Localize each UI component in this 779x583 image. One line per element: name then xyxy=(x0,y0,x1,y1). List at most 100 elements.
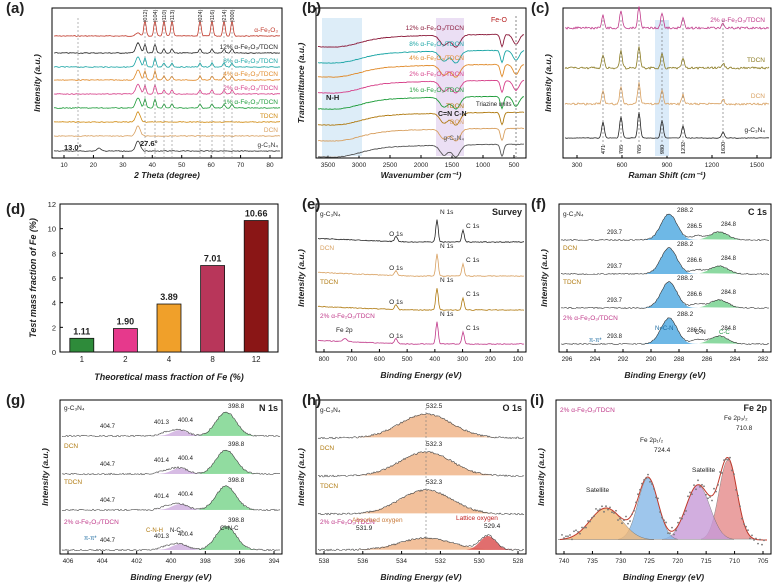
data-point-i xyxy=(607,508,609,511)
series-line-a xyxy=(53,125,281,137)
peak-fill-f xyxy=(699,300,744,308)
panel-letter-b: (b) xyxy=(302,0,321,17)
hkl-label-a: (110) xyxy=(162,10,168,23)
peak-label-e: O 1s xyxy=(389,265,403,272)
data-point-i xyxy=(757,542,759,545)
series-line-b xyxy=(317,49,525,64)
panel-letter-e: (e) xyxy=(302,196,320,213)
x-tick-label-f: 294 xyxy=(590,356,601,363)
data-point-i xyxy=(743,523,745,525)
peak-fill-g xyxy=(150,544,210,550)
peak-label-e: C 1s xyxy=(466,257,480,264)
data-point-i xyxy=(651,483,653,485)
nh-band-b xyxy=(322,18,362,156)
panel-letter-d: (d) xyxy=(6,201,25,218)
x-tick-label-d: 1 xyxy=(80,355,85,364)
x-tick-label-f: 290 xyxy=(646,356,657,363)
annotation-i: 710.8 xyxy=(736,425,753,432)
data-point-i xyxy=(561,534,563,536)
x-tick-label-e: 200 xyxy=(485,356,496,363)
x-tick-label-h: 532 xyxy=(435,558,446,565)
value-label-g: 398.8 xyxy=(228,403,245,410)
data-point-i xyxy=(685,510,687,512)
x-tick-label-b: 2500 xyxy=(383,162,398,169)
y-axis-label-a: Intensity (a.u.) xyxy=(32,54,42,112)
x-tick-label-b: 2000 xyxy=(414,162,429,169)
series-line-b xyxy=(317,127,525,142)
peak-fill-f xyxy=(639,214,699,240)
data-point-i xyxy=(673,533,675,536)
x-tick-label-e: 600 xyxy=(374,356,385,363)
legend-label-b: 12% α-Fe₂O₃/TDCN xyxy=(406,25,465,32)
legend-label-f: g-C₃N₄ xyxy=(563,211,584,218)
data-point-i xyxy=(741,517,743,520)
annotation-g: π-π* xyxy=(84,536,97,542)
data-point-i xyxy=(623,519,625,522)
annotation-b: N-H xyxy=(326,93,339,102)
x-tick-label-c: 1200 xyxy=(705,162,720,169)
x-tick-label-f: 292 xyxy=(618,356,629,363)
bar-8 xyxy=(200,265,225,353)
value-label-f: 288.2 xyxy=(677,275,694,282)
value-label-g: 401.3 xyxy=(154,534,170,540)
legend-label-a: TDCN xyxy=(260,113,278,120)
peak-fill-g xyxy=(150,468,210,474)
data-point-i xyxy=(613,512,615,514)
x-tick-label-b: 3500 xyxy=(321,162,336,169)
legend-label-a: 8% α-Fe₂O₃/TDCN xyxy=(223,58,278,65)
raman-shift-label-c: 1620 xyxy=(721,142,727,154)
data-point-i xyxy=(591,516,593,519)
data-point-i xyxy=(567,535,569,538)
series-line-a xyxy=(53,83,281,95)
panel-letter-h: (h) xyxy=(302,392,321,409)
data-point-i xyxy=(695,488,697,491)
panel-letter-f: (f) xyxy=(531,196,546,213)
value-label-g: 404.7 xyxy=(100,462,116,468)
data-point-i xyxy=(565,535,567,538)
data-point-i xyxy=(647,473,649,476)
x-tick-label-b: 500 xyxy=(509,162,520,169)
bar-1 xyxy=(69,337,95,353)
legend-label-a: g-C₃N₄ xyxy=(258,142,279,149)
value-label-h: 529.4 xyxy=(484,523,501,530)
annotation-i: 724.4 xyxy=(654,447,671,454)
y-axis-label-f: Intensity (a.u.) xyxy=(539,249,549,307)
data-point-i xyxy=(659,511,661,513)
legend-label-a: α-Fe₂O₃ xyxy=(254,27,278,34)
raman-shift-label-c: 471 xyxy=(601,145,607,154)
trace-label-i: 2% α-Fe₂O₃/TDCN xyxy=(560,407,615,414)
x-tick-label-d: 2 xyxy=(123,355,128,364)
data-point-i xyxy=(655,496,657,499)
value-label-g: 400.4 xyxy=(178,456,194,462)
legend-label-c: g-C₃N₄ xyxy=(745,127,766,134)
legend-label-a: 2% α-Fe₂O₃/TDCN xyxy=(223,85,278,92)
data-point-i xyxy=(575,529,577,532)
data-point-i xyxy=(657,497,659,500)
x-tick-label-i: 710 xyxy=(729,558,740,565)
raman-shift-label-c: 980 xyxy=(660,145,666,154)
x-tick-label-e: 700 xyxy=(346,356,357,363)
legend-label-e: g-C₃N₄ xyxy=(320,211,341,218)
x-tick-label-a: 20 xyxy=(90,162,98,169)
data-point-i xyxy=(733,473,735,476)
data-point-i xyxy=(569,534,571,536)
legend-label-b: 1% α-Fe₂O₃/TDCN xyxy=(409,87,464,94)
data-point-i xyxy=(639,488,641,491)
x-tick-label-c: 300 xyxy=(572,162,583,169)
hkl-label-a: (116) xyxy=(210,10,216,23)
data-point-i xyxy=(583,526,585,529)
annotation-a: 27.6° xyxy=(140,139,158,148)
legend-label-c: 2% α-Fe₂O₃/TDCN xyxy=(710,17,765,24)
x-tick-label-c: 900 xyxy=(662,162,673,169)
data-point-i xyxy=(593,515,595,518)
value-label-g: 404.7 xyxy=(100,424,116,430)
annotation-a: 13.0° xyxy=(64,143,82,152)
peak-label-e: N 1s xyxy=(440,277,454,284)
bar-value-label: 7.01 xyxy=(204,254,222,264)
data-point-i xyxy=(737,494,739,497)
x-tick-label-h: 538 xyxy=(319,558,330,565)
data-point-i xyxy=(661,516,663,519)
series-line-b xyxy=(317,33,525,48)
panel-letter-g: (g) xyxy=(6,392,25,409)
